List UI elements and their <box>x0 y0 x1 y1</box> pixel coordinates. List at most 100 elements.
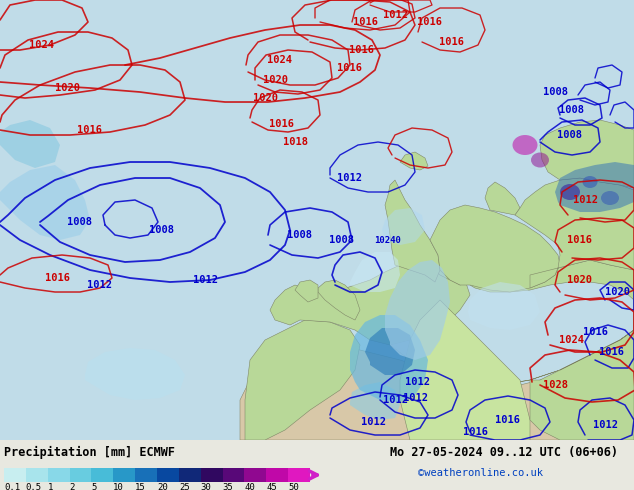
Text: 10240: 10240 <box>375 236 401 245</box>
Polygon shape <box>530 330 634 440</box>
Ellipse shape <box>560 184 580 200</box>
Text: 1012: 1012 <box>573 195 597 205</box>
Text: 1024: 1024 <box>268 55 292 65</box>
Polygon shape <box>365 328 415 375</box>
Polygon shape <box>430 205 560 292</box>
Text: 1020: 1020 <box>56 83 81 93</box>
Text: 1020: 1020 <box>262 75 287 85</box>
Polygon shape <box>382 208 425 245</box>
Ellipse shape <box>601 191 619 205</box>
Polygon shape <box>390 255 634 385</box>
Text: 1016: 1016 <box>567 235 593 245</box>
Bar <box>91 468 113 482</box>
Bar <box>113 468 135 482</box>
Ellipse shape <box>531 152 549 168</box>
Text: 1018: 1018 <box>283 137 307 147</box>
Text: 1008: 1008 <box>559 105 585 115</box>
Polygon shape <box>318 280 360 320</box>
Text: 45: 45 <box>266 483 277 490</box>
Text: 5: 5 <box>91 483 97 490</box>
Text: 1016: 1016 <box>600 347 624 357</box>
Text: 15: 15 <box>135 483 146 490</box>
Bar <box>223 468 245 482</box>
Bar <box>48 468 70 482</box>
Bar <box>26 468 48 482</box>
Polygon shape <box>385 180 440 282</box>
Text: 1012: 1012 <box>361 417 385 427</box>
Polygon shape <box>0 165 90 240</box>
Text: 1012: 1012 <box>593 420 618 430</box>
Bar <box>135 468 157 482</box>
Text: 1020: 1020 <box>567 275 593 285</box>
Text: 0.5: 0.5 <box>26 483 42 490</box>
Polygon shape <box>350 315 428 402</box>
Bar <box>4 468 26 482</box>
Text: 1016: 1016 <box>583 327 607 337</box>
Text: 1008: 1008 <box>543 87 567 97</box>
Polygon shape <box>515 178 634 370</box>
Text: 1028: 1028 <box>543 380 567 390</box>
Bar <box>245 468 266 482</box>
Polygon shape <box>270 255 470 345</box>
Text: 1016: 1016 <box>462 427 488 437</box>
Text: Precipitation [mm] ECMWF: Precipitation [mm] ECMWF <box>4 446 175 459</box>
Text: 50: 50 <box>288 483 299 490</box>
Text: 0.1: 0.1 <box>4 483 20 490</box>
Text: 1016: 1016 <box>439 37 465 47</box>
Text: 1008: 1008 <box>67 217 93 227</box>
Polygon shape <box>350 252 400 292</box>
Text: 1008: 1008 <box>287 230 313 240</box>
Text: 1012: 1012 <box>382 10 408 20</box>
Text: 1016: 1016 <box>418 17 443 27</box>
Text: 1008: 1008 <box>150 225 174 235</box>
Bar <box>201 468 223 482</box>
Text: ©weatheronline.co.uk: ©weatheronline.co.uk <box>418 468 543 478</box>
Ellipse shape <box>512 135 538 155</box>
Text: 1016: 1016 <box>269 119 295 129</box>
Text: 1016: 1016 <box>349 45 375 55</box>
Polygon shape <box>485 182 520 215</box>
Text: 1016: 1016 <box>77 125 103 135</box>
Text: 20: 20 <box>157 483 168 490</box>
Polygon shape <box>295 280 318 302</box>
Polygon shape <box>245 320 360 440</box>
Bar <box>266 468 288 482</box>
Text: 25: 25 <box>179 483 190 490</box>
Text: Mo 27-05-2024 09..12 UTC (06+06): Mo 27-05-2024 09..12 UTC (06+06) <box>390 446 618 459</box>
Text: 1016: 1016 <box>46 273 70 283</box>
Polygon shape <box>85 348 185 400</box>
Bar <box>288 468 310 482</box>
Text: 1020: 1020 <box>252 93 278 103</box>
Polygon shape <box>555 162 634 212</box>
Text: 2: 2 <box>70 483 75 490</box>
Polygon shape <box>468 282 540 330</box>
Polygon shape <box>540 120 634 188</box>
Text: 1024: 1024 <box>30 40 55 50</box>
Text: 1016: 1016 <box>496 415 521 425</box>
Bar <box>70 468 91 482</box>
Text: 1020: 1020 <box>605 287 630 297</box>
Bar <box>157 468 179 482</box>
Text: 40: 40 <box>245 483 255 490</box>
Text: 1016: 1016 <box>353 17 377 27</box>
Text: 1024: 1024 <box>559 335 585 345</box>
Polygon shape <box>0 120 60 168</box>
Polygon shape <box>400 300 530 440</box>
Text: 35: 35 <box>223 483 233 490</box>
Text: 1012: 1012 <box>403 393 427 403</box>
Bar <box>179 468 201 482</box>
Text: 1: 1 <box>48 483 53 490</box>
Text: 1012: 1012 <box>87 280 112 290</box>
Text: 1012: 1012 <box>337 173 363 183</box>
Text: 1012: 1012 <box>382 395 408 405</box>
Text: 1012: 1012 <box>406 377 430 387</box>
Text: 30: 30 <box>201 483 212 490</box>
Polygon shape <box>385 260 450 360</box>
Polygon shape <box>240 340 634 440</box>
Text: 1008: 1008 <box>557 130 583 140</box>
Text: 1008: 1008 <box>330 235 354 245</box>
Polygon shape <box>350 382 400 420</box>
Text: 1012: 1012 <box>193 275 217 285</box>
Text: 10: 10 <box>113 483 124 490</box>
Polygon shape <box>400 152 428 170</box>
